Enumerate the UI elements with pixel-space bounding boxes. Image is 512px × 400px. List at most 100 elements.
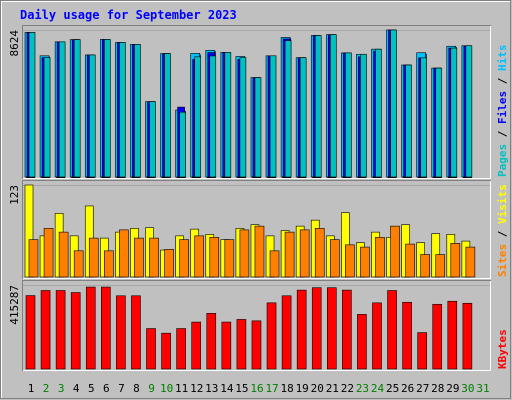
bar-pages-2: [43, 57, 51, 178]
day-3-bars: [54, 213, 69, 278]
bar-kbytes-24: [372, 302, 382, 370]
day-16-bars: [250, 77, 262, 178]
bar-pages-26: [405, 64, 412, 178]
day-2-bars: [39, 55, 51, 178]
day-28-bars: [431, 67, 443, 178]
x-tick-label-day-25: 25: [386, 382, 399, 395]
bar-kbytes-27: [417, 332, 427, 370]
bar-sites-3: [58, 231, 69, 278]
bar-kbytes-1: [25, 295, 36, 370]
x-tick-label-day-24: 24: [371, 382, 385, 395]
bar-kbytes-17: [266, 302, 277, 370]
day-22-bars: [341, 212, 355, 278]
bar-pages-15: [239, 57, 247, 178]
day-17-bars: [265, 235, 280, 278]
y-axis-label-visits: Visits: [496, 184, 509, 224]
day-18-bars: [280, 37, 292, 178]
bar-sites-12: [194, 235, 205, 278]
day-26-bars: [401, 64, 412, 178]
day-14-bars: [220, 239, 235, 278]
x-tick-label-day-29: 29: [446, 382, 459, 395]
day-12-bars: [191, 321, 202, 370]
x-tick-label-day-15: 15: [235, 382, 248, 395]
x-tick-label-day-13: 13: [205, 382, 218, 395]
day-26-bars: [401, 224, 415, 278]
x-tick-label-day-28: 28: [431, 382, 444, 395]
bar-sites-4: [73, 250, 84, 278]
y-max-label: 8624: [8, 30, 21, 57]
panel-3: 415287 KBytes: [8, 280, 509, 371]
day-21-bars: [325, 34, 337, 178]
day-7-bars: [116, 295, 126, 370]
day-17-bars: [265, 55, 277, 178]
x-tick-label-day-31: 31: [476, 382, 489, 395]
bar-pages-8: [134, 44, 141, 178]
bar-kbytes-23: [357, 314, 367, 370]
bar-pages-27: [420, 57, 427, 178]
x-tick-label-day-4: 4: [73, 382, 80, 395]
bar-sites-22: [345, 244, 355, 278]
bar-kbytes-16: [251, 320, 262, 370]
day-10-bars: [161, 332, 171, 370]
bar-kbytes-9: [146, 328, 156, 370]
bar-sites-13: [209, 237, 220, 278]
x-tick-label-day-8: 8: [133, 382, 140, 395]
day-30-bars: [461, 240, 476, 278]
bar-sites-28: [435, 254, 446, 278]
bar-kbytes-21: [326, 287, 337, 370]
bar-sites-8: [134, 237, 144, 278]
bar-kbytes-11: [176, 328, 186, 370]
day-30-bars: [462, 302, 473, 370]
day-4-bars: [70, 292, 81, 370]
chart-panels: 8624 Pages / Files / Hits 123 Sites / Visit…: [8, 25, 509, 371]
y-axis-label: Sites / Visits: [496, 184, 509, 277]
bar-kbytes-6: [101, 286, 111, 370]
bar-sites-14: [224, 239, 235, 278]
y-max-label: 123: [8, 185, 21, 205]
bar-sites-30: [465, 246, 476, 278]
bar-pages-21: [329, 34, 337, 178]
day-9-bars: [145, 227, 159, 278]
bar-pages-16: [254, 77, 262, 178]
day-26-bars: [402, 301, 412, 370]
bar-sites-24: [375, 237, 385, 278]
bar-sites-15: [239, 229, 250, 278]
x-tick-label-day-16: 16: [250, 382, 263, 395]
day-12-bars: [190, 228, 205, 278]
day-24-bars: [372, 302, 382, 370]
chart-title: Daily usage for September 2023: [20, 8, 237, 22]
bar-sites-5: [88, 237, 99, 278]
x-tick-label-day-17: 17: [265, 382, 278, 395]
bar-pages-13: [209, 55, 217, 178]
bar-pages-14: [224, 52, 232, 178]
x-tick-label-day-3: 3: [58, 382, 65, 395]
bar-pages-3: [58, 41, 66, 178]
day-11-bars: [176, 328, 186, 370]
bar-pages-6: [104, 39, 111, 178]
bar-sites-9: [149, 237, 159, 278]
y-axis-separator: /: [496, 71, 509, 91]
day-4-bars: [69, 39, 81, 179]
day-13-bars: [205, 234, 220, 278]
day-10-bars: [160, 249, 174, 278]
y-axis-label-pages: Pages: [496, 144, 509, 177]
day-2-bars: [40, 290, 51, 370]
day-14-bars: [220, 52, 232, 178]
x-tick-label-day-6: 6: [103, 382, 110, 395]
bar-pages-12: [194, 56, 202, 178]
panel-2: 123 Sites / Visits: [8, 180, 509, 279]
y-axis-label-hits: Hits: [496, 45, 509, 72]
bar-pages-17: [269, 55, 277, 178]
day-1-bars: [24, 184, 39, 278]
day-28-bars: [432, 303, 443, 370]
day-21-bars: [326, 287, 337, 370]
bar-kbytes-5: [85, 286, 96, 370]
bar-sites-2: [43, 228, 54, 278]
y-axis-label: KBytes: [496, 329, 509, 369]
bar-sites-26: [405, 243, 415, 278]
bar-kbytes-4: [70, 292, 81, 370]
day-19-bars: [296, 289, 307, 370]
day-15-bars: [235, 56, 247, 179]
x-tick-label-day-10: 10: [160, 382, 173, 395]
